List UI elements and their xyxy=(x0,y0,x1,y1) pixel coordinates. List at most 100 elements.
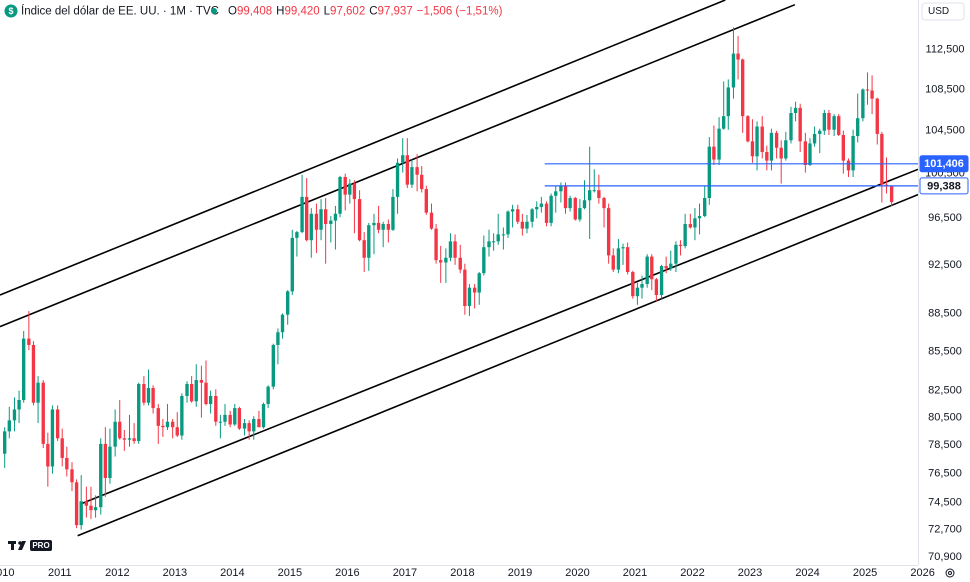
candle-body xyxy=(319,209,323,230)
candle-body xyxy=(530,209,534,222)
candle-body xyxy=(93,507,98,511)
candle-body xyxy=(309,213,313,241)
x-tick-label: 2024 xyxy=(795,567,819,579)
symbol-icon xyxy=(4,4,18,18)
header-change: −1,506 (−1,51%) xyxy=(417,6,503,18)
candle-body xyxy=(290,237,294,292)
candle-body xyxy=(103,443,108,478)
x-tick-label: 2025 xyxy=(853,567,877,579)
y-tick-label: 72,700 xyxy=(928,524,962,536)
candle-body xyxy=(99,443,103,508)
candle-body xyxy=(261,404,266,428)
settings-icon[interactable] xyxy=(945,568,955,578)
candle-body xyxy=(46,443,50,467)
currency[interactable]: USD xyxy=(928,6,949,17)
x-tick-label: 2012 xyxy=(105,567,129,579)
candle-body xyxy=(731,53,736,88)
candle-body xyxy=(697,216,702,219)
symbol-icon-text: $ xyxy=(8,6,13,16)
candle-body xyxy=(635,287,640,297)
candle-body xyxy=(750,141,755,157)
candle-body xyxy=(362,240,366,258)
x-tick-label: 2017 xyxy=(393,567,417,579)
candle-body xyxy=(683,224,687,247)
header-key: C xyxy=(369,6,377,18)
candle-body xyxy=(55,409,60,439)
logo-badge-box xyxy=(30,540,52,551)
y-tick-label: 88,500 xyxy=(928,307,962,319)
currency-box[interactable] xyxy=(921,2,965,21)
y-tick-label: 112,500 xyxy=(926,44,965,56)
price-label-box xyxy=(919,155,969,173)
candle-body xyxy=(74,482,79,526)
settings-gear[interactable] xyxy=(948,571,952,575)
x-tick-label: 2021 xyxy=(623,567,647,579)
tradingview-logo: PRO xyxy=(8,540,52,551)
overlay: $ Índice del dólar de EE. UU. · 1M · TVC… xyxy=(4,2,965,578)
candle-body xyxy=(194,380,198,402)
y-tick-label: 85,500 xyxy=(928,345,962,357)
candle-body xyxy=(501,234,506,236)
candle-body xyxy=(841,134,845,161)
candle-body xyxy=(703,198,707,217)
candle-body xyxy=(616,248,621,270)
candle-body xyxy=(506,211,510,235)
candle-body xyxy=(602,198,606,209)
candle-body xyxy=(252,418,256,432)
trend-line xyxy=(77,193,918,537)
candle-body xyxy=(314,213,319,230)
candle-body xyxy=(808,143,812,165)
candle-body xyxy=(875,98,879,134)
candle-body xyxy=(338,176,342,214)
candle-body xyxy=(592,190,596,192)
candle-body xyxy=(717,128,721,160)
candle-body xyxy=(127,438,132,440)
candle-body xyxy=(520,221,525,229)
x-tick-label: 2014 xyxy=(220,567,244,579)
candle-body xyxy=(405,155,410,185)
header-key: O xyxy=(228,6,237,18)
y-tick-label: 104,500 xyxy=(925,125,965,137)
candle-body xyxy=(611,255,615,270)
x-tick-label: 2010 xyxy=(0,567,15,579)
candle-body xyxy=(118,421,122,439)
candle-body xyxy=(357,199,362,241)
candle-body xyxy=(276,332,280,345)
candle-body xyxy=(257,418,261,428)
candle-body xyxy=(861,89,865,119)
candle-body xyxy=(463,269,467,307)
candle-body xyxy=(333,213,338,221)
candle-body xyxy=(827,113,831,130)
candle-body xyxy=(180,395,184,436)
market-status-dot[interactable] xyxy=(211,8,217,14)
candle-body xyxy=(453,241,457,258)
x-tick-label: 2019 xyxy=(508,567,532,579)
x-tick-label: 2013 xyxy=(163,567,187,579)
candle-body xyxy=(156,408,160,426)
candle-body xyxy=(856,118,860,137)
candle-body xyxy=(789,113,793,141)
candle-body xyxy=(381,224,385,230)
candle-body xyxy=(22,338,26,401)
candle-body xyxy=(798,107,802,142)
candle-body xyxy=(395,162,400,197)
y-tick-label: 70,900 xyxy=(928,551,962,563)
candle-body xyxy=(204,382,208,405)
candle-body xyxy=(237,408,242,429)
candle-body xyxy=(760,126,764,153)
candle-body xyxy=(122,438,127,440)
header-key: H xyxy=(276,6,284,18)
candle-body xyxy=(367,225,371,258)
candle-body xyxy=(650,256,654,280)
candle-body xyxy=(578,208,582,220)
candle-body xyxy=(784,140,788,159)
x-tick-label: 2015 xyxy=(278,567,302,579)
candle-body xyxy=(726,87,730,117)
candle-body xyxy=(870,90,874,99)
price-label: 101,406 xyxy=(924,158,964,170)
candle-body xyxy=(50,409,55,467)
x-tick-label: 2011 xyxy=(48,567,72,579)
candle-body xyxy=(559,185,563,192)
header-value: 99,408 xyxy=(237,6,272,18)
settings-gear[interactable] xyxy=(945,568,955,578)
